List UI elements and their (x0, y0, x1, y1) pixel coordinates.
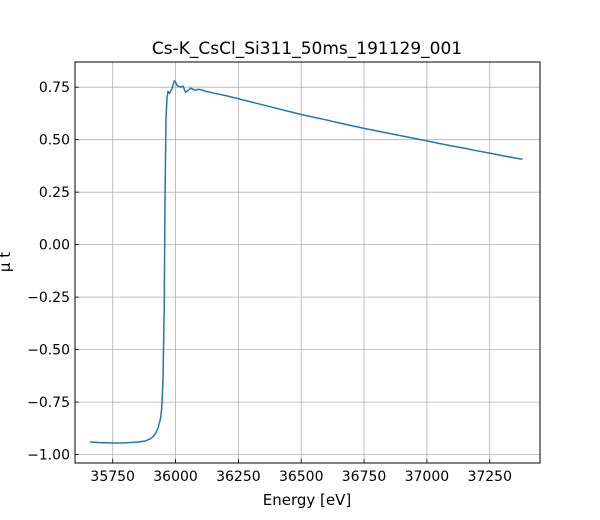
y-tick-label: 0.00 (39, 238, 70, 254)
y-axis-label: μ t (0, 252, 14, 272)
x-tick-label: 36500 (279, 469, 324, 485)
x-tick-label: 36750 (342, 469, 387, 485)
x-tick-label: 37000 (405, 469, 450, 485)
series-line (90, 80, 523, 444)
series-layer (90, 80, 523, 444)
y-tick-label: −0.50 (27, 343, 70, 359)
y-tick-label: 0.75 (39, 80, 70, 96)
y-tick-label: 0.25 (39, 185, 70, 201)
x-tick-label: 36000 (153, 469, 198, 485)
x-tick-label: 35750 (90, 469, 135, 485)
y-tick-label: −0.75 (27, 395, 70, 411)
x-tick-label: 37250 (467, 469, 512, 485)
y-tick-label: −1.00 (27, 448, 70, 464)
x-axis-label: Energy [eV] (263, 491, 351, 509)
grid (75, 62, 540, 463)
plot-frame (74, 61, 541, 464)
chart-title: Cs-K_CsCl_Si311_50ms_191129_001 (152, 39, 462, 59)
y-tick-label: −0.25 (27, 290, 70, 306)
y-tick-label: 0.50 (39, 133, 70, 149)
x-tick-label: 36250 (216, 469, 261, 485)
tick-labels: 35750 36000 36250 36500 36750 37000 37250 −1.00… (27, 80, 512, 485)
ticks (75, 86, 491, 463)
